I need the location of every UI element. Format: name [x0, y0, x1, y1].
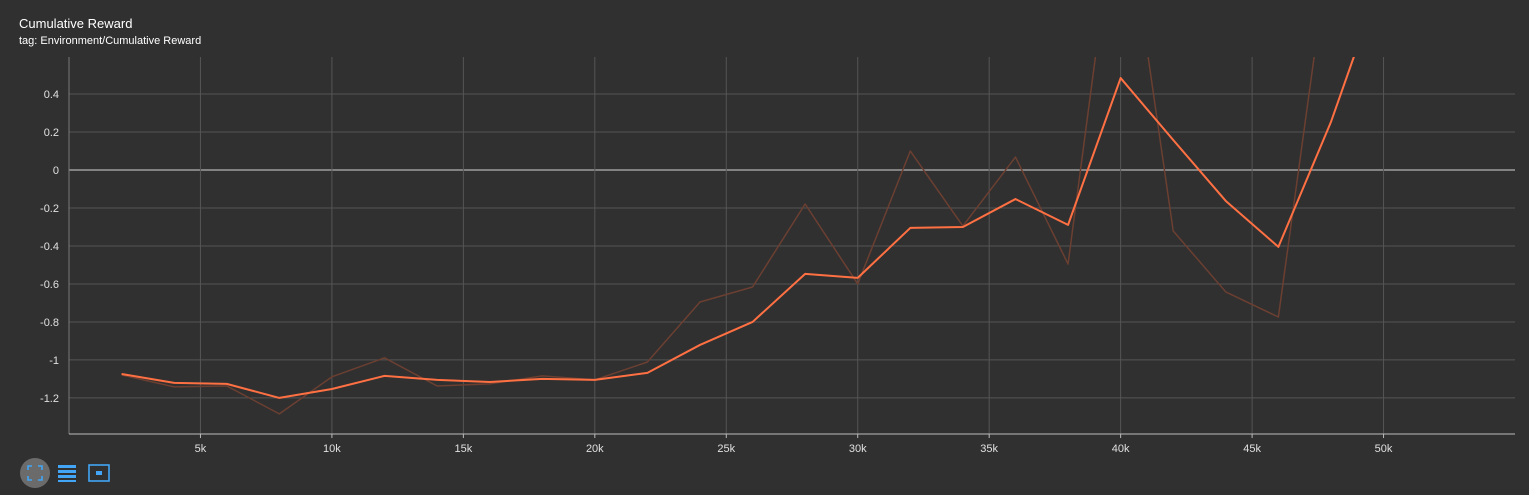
y-tick-label: 0: [53, 165, 59, 177]
x-tick-label: 20k: [586, 443, 604, 455]
y-tick-label: 0.4: [44, 89, 59, 101]
icon-bar: [58, 475, 76, 478]
series-line: [121, 57, 1355, 399]
x-tick-label: 15k: [454, 443, 472, 455]
fit-button[interactable]: [20, 458, 50, 488]
x-tick-label: 5k: [195, 443, 207, 455]
y-tick-label: -1.2: [40, 393, 59, 405]
chart-title: Cumulative Reward: [19, 16, 132, 31]
select-icon: [96, 471, 102, 475]
y-tick-label: -0.8: [40, 317, 59, 329]
icon-bar: [58, 470, 76, 473]
log-toggle[interactable]: [58, 465, 76, 482]
x-tick-label: 35k: [980, 443, 998, 455]
x-tick-label: 45k: [1243, 443, 1261, 455]
icon-bar: [58, 480, 76, 482]
x-tick-label: 25k: [717, 443, 735, 455]
x-tick-label: 30k: [849, 443, 867, 455]
plot-area: [121, 57, 1355, 415]
y-tick-label: -0.6: [40, 279, 59, 291]
y-tick-label: 0.2: [44, 127, 59, 139]
select-button[interactable]: [88, 464, 110, 482]
series-line: [121, 57, 1315, 415]
y-tick-label: -0.4: [40, 241, 59, 253]
x-tick-label: 50k: [1375, 443, 1393, 455]
chart-subtitle: tag: Environment/Cumulative Reward: [19, 35, 201, 47]
icon-bar: [58, 465, 76, 468]
y-tick-label: -0.2: [40, 203, 59, 215]
toolbar: [20, 458, 110, 488]
fit-icon: [27, 465, 43, 481]
grid: [69, 57, 1515, 434]
axes: -1.2 -1 -0.8 -0.6 -0.4 -0.2 0 0.2 0.4 5k 10k 15k 20k…: [40, 57, 1515, 455]
x-tick-label: 40k: [1112, 443, 1130, 455]
x-tick-label: 10k: [323, 443, 341, 455]
y-tick-label: -1: [49, 355, 59, 367]
